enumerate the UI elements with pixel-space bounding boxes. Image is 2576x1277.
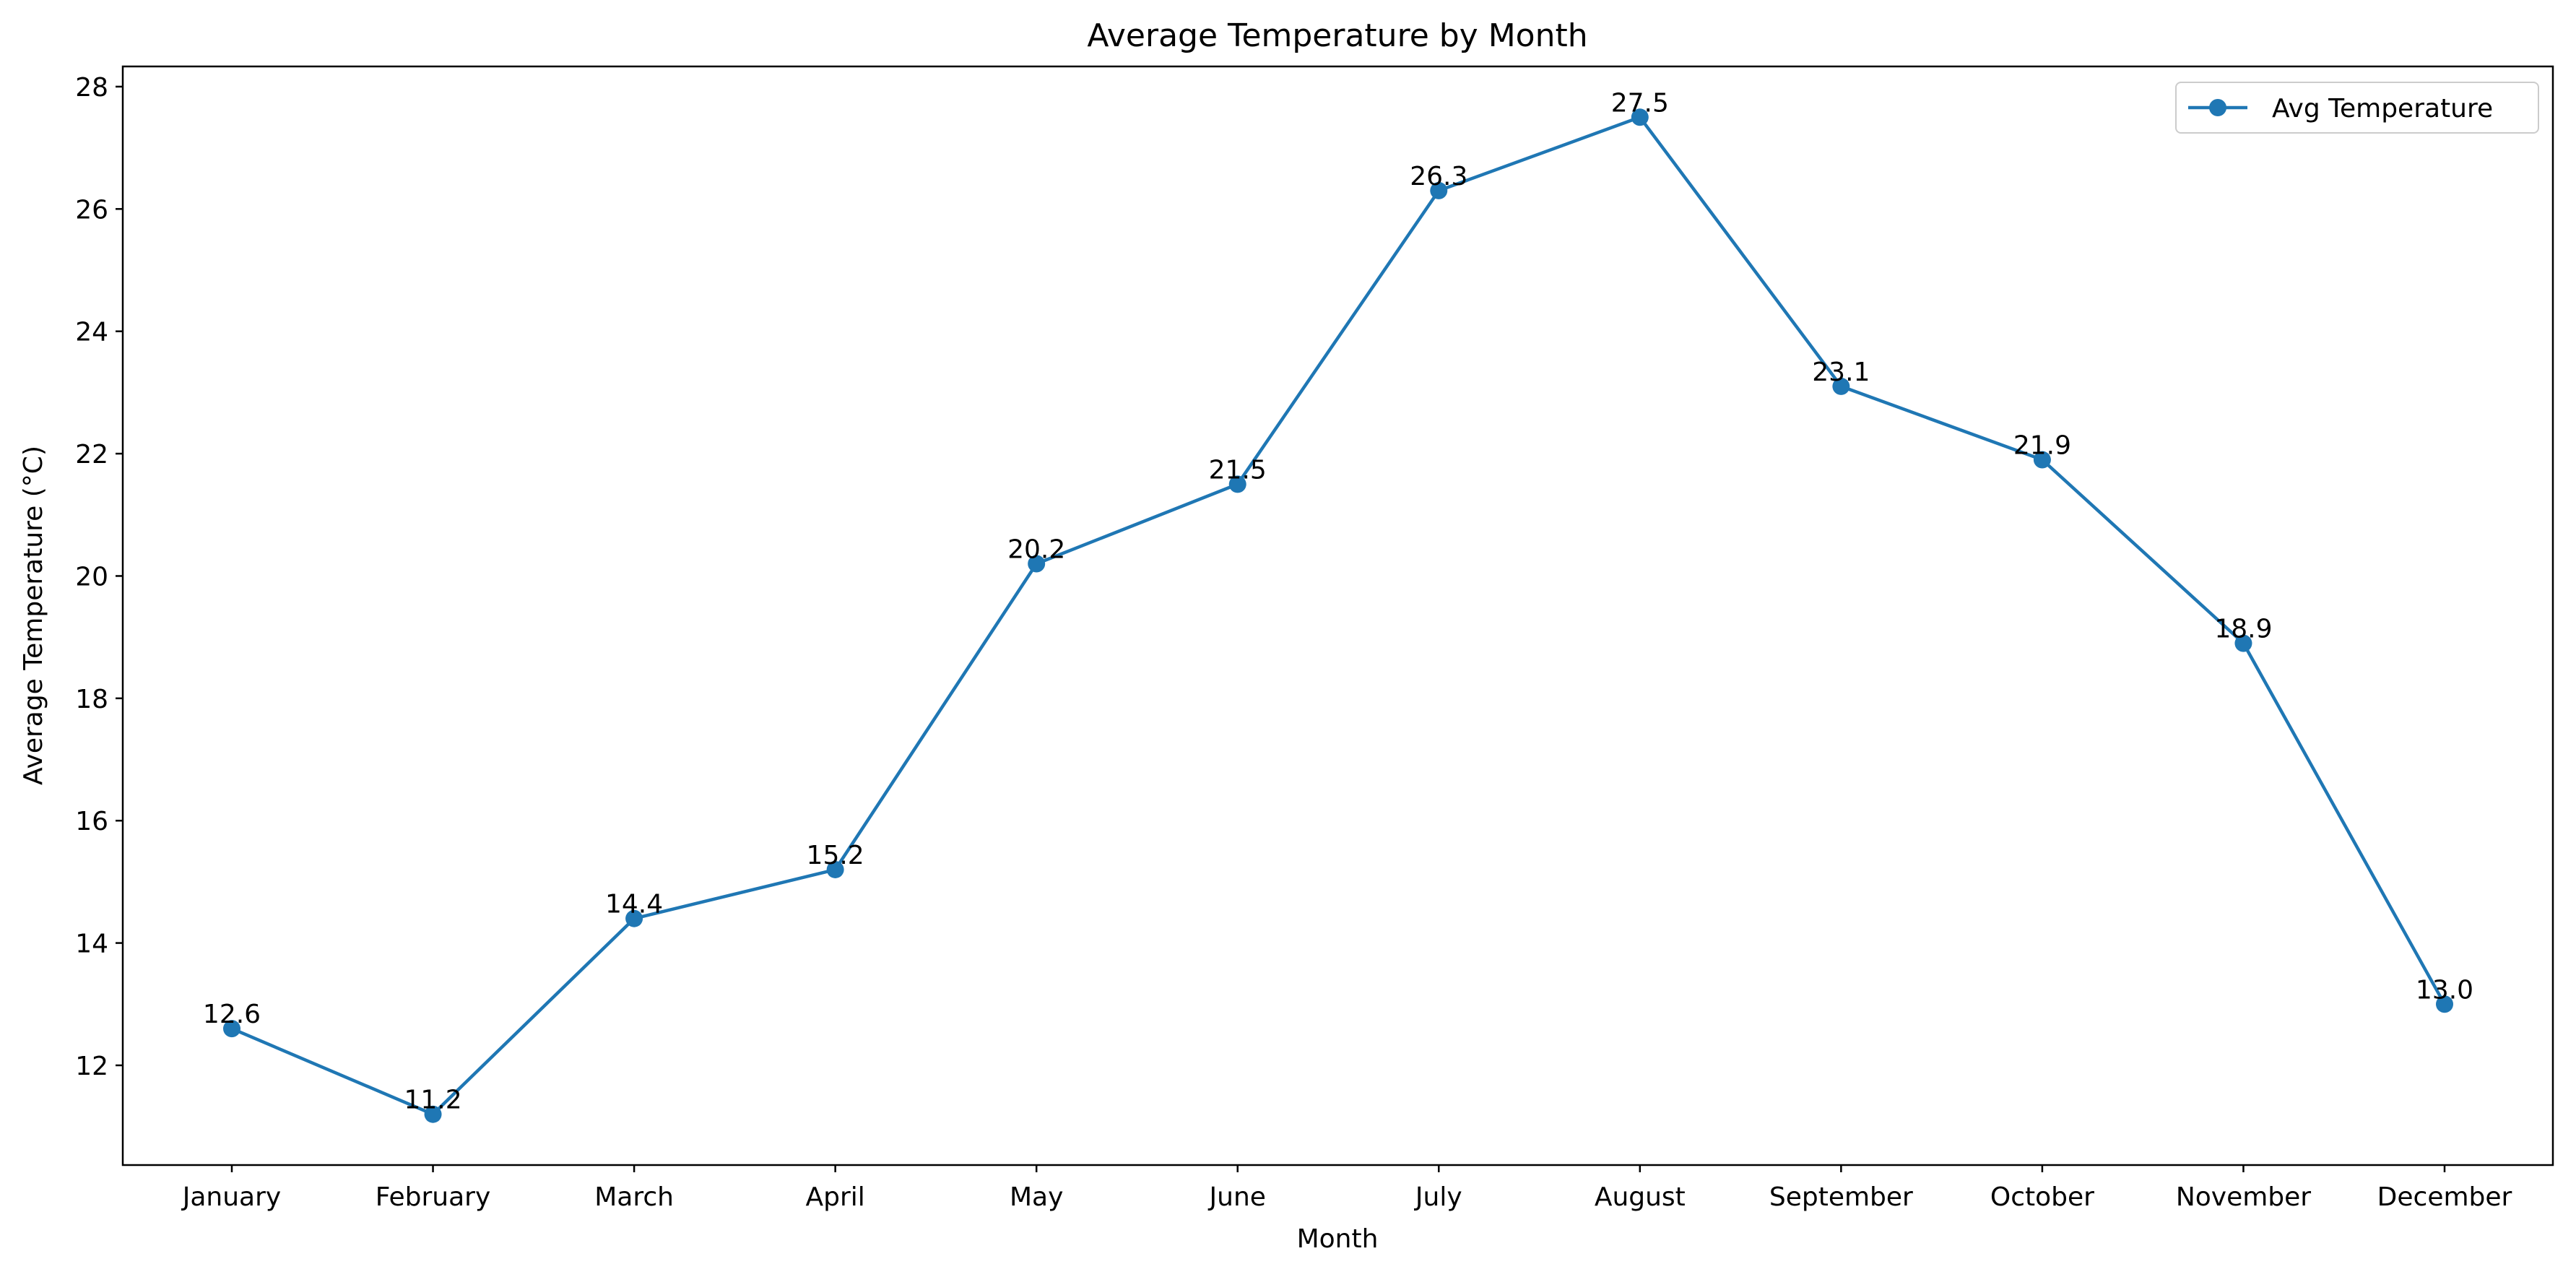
y-axis-label: Average Temperature (°C) [19,446,48,785]
data-label: 12.6 [203,1000,261,1029]
y-tick-label: 18 [75,685,108,714]
data-label: 20.2 [1007,535,1065,565]
data-label: 23.1 [1812,358,1870,387]
legend-marker-swatch [2209,99,2226,116]
data-label: 18.9 [2214,615,2272,644]
y-tick-label: 16 [75,807,108,836]
data-point-marker [1832,377,1850,395]
series-line [231,116,2446,1116]
x-tick-label: December [2377,1182,2512,1212]
x-tick-label: September [1769,1182,1913,1212]
x-tick-label: August [1595,1182,1686,1212]
data-labels-layer: 12.6 11.2 14.4 15.2 20.2 21.5 26.3 27.5 23.1 21.9… [203,88,2473,1114]
data-point-marker [1228,475,1246,493]
data-label: 26.3 [1410,162,1467,191]
data-label: 21.5 [1209,455,1267,485]
plot-frame [121,65,2554,1166]
x-tick-label: April [805,1182,864,1212]
data-point-marker [2033,451,2051,469]
data-label: 15.2 [807,841,864,870]
data-point-marker [625,909,643,927]
legend: Avg Temperature [2175,82,2539,134]
series-layer [223,108,2453,1123]
chart-title: Average Temperature by Month [1087,17,1587,54]
x-tick-label: February [376,1182,491,1212]
x-tick-label: November [2176,1182,2311,1212]
y-tick-label: 26 [75,195,108,225]
data-label: 27.5 [1611,88,1669,118]
y-tick-label: 12 [75,1052,108,1081]
x-tick-label: May [1010,1182,1063,1212]
x-tick-label: June [1208,1182,1266,1212]
x-tick-label: March [594,1182,674,1212]
legend-box [2175,82,2539,134]
data-point-marker [2234,634,2252,652]
data-point-marker [826,860,844,878]
data-point-marker [2436,995,2453,1013]
y-tick-label: 20 [75,562,108,592]
y-tick-label: 14 [75,930,108,959]
y-tick-label: 28 [75,73,108,103]
x-tick-label: July [1414,1182,1462,1212]
y-tick-label: 22 [75,440,108,469]
data-point-marker [1631,108,1649,126]
data-point-marker [223,1020,240,1038]
x-tick-label: October [1990,1182,2094,1212]
data-point-marker [1430,181,1448,199]
x-axis-ticks: January February March April May June July Augu… [181,1165,2512,1212]
data-point-marker [424,1105,442,1123]
y-tick-label: 24 [75,318,108,347]
legend-label: Avg Temperature [2272,94,2493,124]
plot-area [121,65,2554,1166]
data-label: 21.9 [2013,431,2071,461]
data-label: 11.2 [404,1086,461,1115]
y-axis-ticks: 12 14 16 18 20 22 24 26 28 [75,73,123,1081]
x-axis-label: Month [1297,1224,1379,1254]
data-label: 14.4 [605,890,663,919]
x-tick-label: January [181,1182,281,1212]
data-label: 13.0 [2416,975,2473,1005]
data-point-marker [1028,555,1046,573]
